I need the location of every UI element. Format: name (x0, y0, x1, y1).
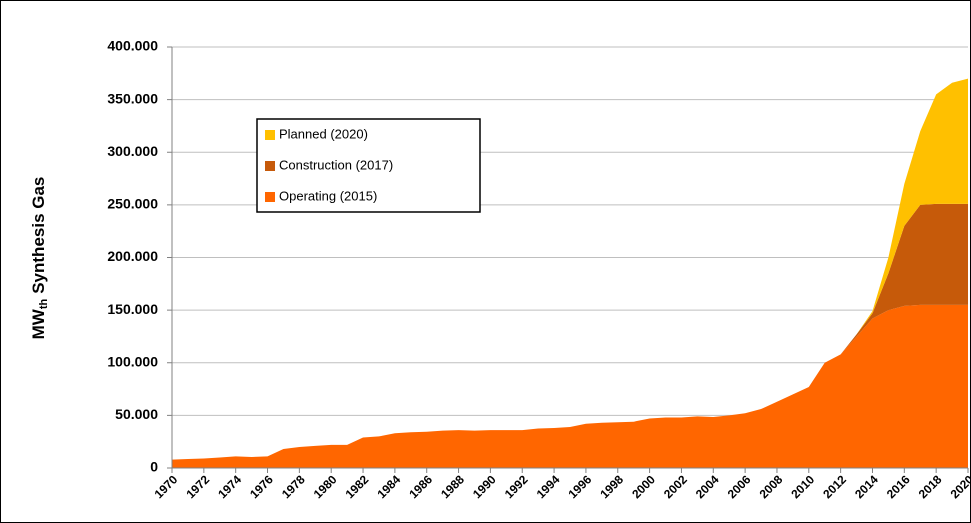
legend-swatch (265, 192, 275, 202)
y-tick-label: 400.000 (107, 38, 158, 54)
legend-label: Operating (2015) (279, 188, 377, 203)
y-axis-label: MWth Synthesis Gas (29, 177, 49, 340)
y-tick-label: 350.000 (107, 90, 158, 106)
y-tick-label: 100.000 (107, 353, 158, 369)
y-tick-label: 150.000 (107, 301, 158, 317)
legend-swatch (265, 130, 275, 140)
legend: Operating (2015) Construction (2017) Plann… (256, 118, 481, 213)
legend-label: Construction (2017) (279, 157, 393, 172)
area (172, 304, 968, 468)
y-label-sub: th (38, 299, 50, 310)
y-tick-label: 200.000 (107, 248, 158, 264)
y-tick-label: 300.000 (107, 143, 158, 159)
y-label-main: MW (29, 308, 48, 339)
y-tick-label: 0 (150, 459, 158, 475)
legend-box (256, 118, 481, 213)
legend-swatch (265, 161, 275, 171)
y-tick-label: 50.000 (115, 406, 158, 422)
y-tick-label: 250.000 (107, 196, 158, 212)
legend-label: Planned (2020) (279, 126, 368, 141)
y-label-rest: Synthesis Gas (29, 177, 48, 294)
areas (172, 78, 968, 468)
